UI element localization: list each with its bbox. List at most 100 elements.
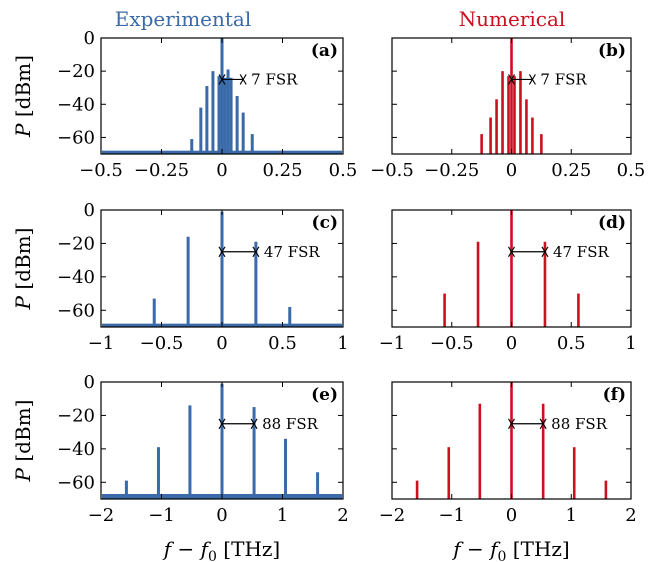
fsr-bracket-end [508, 74, 515, 85]
spectral-line [577, 293, 580, 327]
x-tick-label: −0.5 [370, 160, 414, 181]
x-tick-label: 0.5 [268, 333, 297, 354]
spectral-line [531, 117, 534, 154]
x-tick-label: −2 [379, 505, 406, 526]
fsr-bracket-end [239, 74, 247, 85]
panel-label: (e) [311, 385, 338, 405]
fsr-label: 47 FSR [264, 243, 321, 261]
fsr-label: 47 FSR [553, 243, 610, 261]
panel-a: −0.5 −0.25 0 0.25 0.5 0 −20 −40 −60 (a) 7 FSR P [dB… [11, 28, 357, 181]
spectral-line [250, 134, 254, 154]
fsr-label: 88 FSR [551, 415, 608, 433]
y-tick-label: −20 [57, 233, 95, 254]
x-tick-label: −2 [88, 505, 115, 526]
panel-label: (a) [311, 41, 338, 61]
x-tick-label: 0.25 [551, 160, 591, 181]
x-axis-unit: [THz] [217, 537, 280, 561]
x-axis-label: f − f0 [THz] [451, 537, 569, 562]
panel-label: (d) [598, 213, 626, 233]
fsr-bracket-end [508, 246, 515, 258]
spectral-line [541, 403, 545, 499]
y-tick-label: −40 [57, 439, 95, 460]
column-title-numerical: Numerical [459, 7, 566, 31]
fsr-bracket-end [528, 74, 536, 85]
spectral-line [540, 134, 543, 154]
panel-label: (c) [312, 213, 338, 233]
spectral-line [190, 139, 194, 154]
spectral-line [519, 71, 522, 154]
x-tick-label: −1 [379, 333, 406, 354]
spectral-line [124, 480, 128, 499]
panel-f: −2 −1 0 1 2 (f) 88 FSR f − f0 [THz] [379, 381, 637, 562]
y-tick-label: −20 [57, 61, 95, 82]
spectral-line [235, 96, 239, 154]
x-tick-label: 0 [216, 333, 227, 354]
spectral-line [226, 69, 230, 154]
y-axis-symbol: P [11, 123, 35, 138]
spectral-line [604, 480, 608, 499]
y-axis-label: P [dBm] [11, 228, 35, 311]
spectral-line [152, 298, 156, 327]
x-tick-label: 0 [216, 160, 227, 181]
spectral-line [254, 241, 258, 327]
spectral-line [220, 211, 224, 327]
x-tick-label: 2 [625, 505, 636, 526]
spectral-line [199, 107, 203, 154]
y-tick-label: 0 [84, 200, 95, 221]
spectral-line [229, 77, 233, 154]
spectral-line [217, 76, 221, 154]
y-tick-label: 0 [84, 372, 95, 393]
x-tick-label: −1 [148, 505, 175, 526]
x-tick-label: −0.25 [424, 160, 479, 181]
panel-label: (b) [598, 41, 626, 61]
x-tick-label: −0.5 [79, 160, 123, 181]
spectral-line [284, 438, 288, 499]
x-tick-label: 0.25 [262, 160, 302, 181]
x-axis-symbol: f − f [162, 537, 212, 561]
x-tick-label: −0.25 [134, 160, 189, 181]
y-tick-label: −60 [57, 472, 95, 493]
column-title-experimental: Experimental [115, 7, 252, 31]
spectral-line [510, 210, 513, 327]
y-axis-label: P [dBm] [11, 55, 35, 138]
fsr-bracket-end [508, 418, 515, 430]
spectral-line [252, 407, 256, 499]
fsr-bracket-end [541, 246, 549, 258]
y-axis-unit: [dBm] [11, 400, 35, 468]
spectral-line [510, 382, 513, 499]
spectral-line [316, 472, 320, 499]
x-tick-label: 2 [337, 505, 348, 526]
spectral-line [572, 447, 576, 499]
x-tick-label: 0.5 [557, 333, 586, 354]
y-axis-symbol: P [11, 467, 35, 482]
spectral-line [476, 241, 480, 327]
spectral-line [211, 71, 215, 154]
x-tick-label: −1 [438, 505, 465, 526]
panel-b: −0.5 −0.25 0 0.25 0.5 (b) 7 FSR [370, 37, 646, 181]
x-tick-label: 0.5 [617, 160, 646, 181]
x-tick-label: 0 [506, 160, 517, 181]
y-axis-unit: [dBm] [11, 55, 35, 123]
y-tick-label: −40 [57, 94, 95, 115]
x-tick-label: −0.5 [140, 333, 184, 354]
x-axis-subscript: 0 [208, 549, 217, 562]
spectral-line [510, 38, 513, 154]
fsr-label: 7 FSR [251, 70, 298, 88]
x-axis-label: f − f0 [THz] [162, 537, 280, 562]
spectral-line [513, 76, 516, 154]
y-tick-label: −20 [57, 405, 95, 426]
fsr-bracket-end [539, 418, 547, 430]
spectral-line [205, 86, 209, 154]
y-tick-label: −60 [57, 300, 95, 321]
panel-c: −1 −0.5 0 0.5 1 0 −20 −40 −60 (c) 47 FSR P [dBm] [11, 200, 349, 354]
panel-label: (f) [603, 385, 626, 405]
spectral-line [415, 480, 419, 499]
spectral-line [220, 383, 224, 499]
y-tick-label: −40 [57, 267, 95, 288]
x-tick-label: 1 [566, 505, 577, 526]
fsr-label: 7 FSR [540, 70, 587, 88]
spectral-line [186, 236, 190, 327]
spectral-line [478, 403, 482, 499]
